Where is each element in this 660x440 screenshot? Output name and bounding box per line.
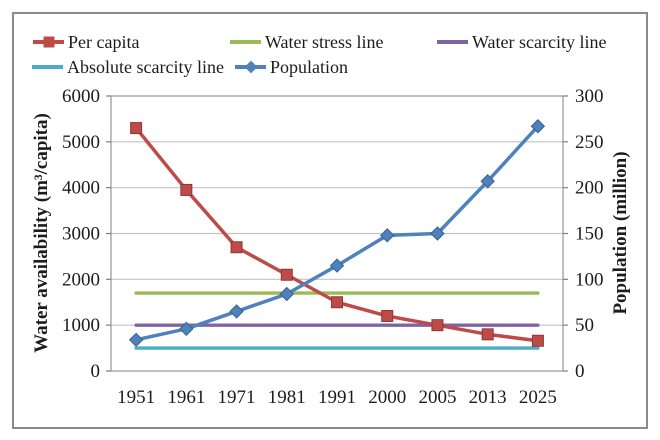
per-capita-marker [531, 334, 544, 347]
y-right-tick-label: 300 [575, 86, 604, 107]
legend-label: Absolute scarcity line [67, 57, 224, 77]
x-tick-label: 2013 [469, 387, 507, 408]
population-marker [530, 119, 546, 134]
y-right-tick-label: 250 [575, 132, 604, 153]
legend-label: Per capita [68, 32, 140, 52]
x-tick-label: 2005 [418, 387, 456, 408]
legend-label: Water scarcity line [472, 32, 607, 52]
population-marker [229, 304, 244, 319]
x-tick-label: 2025 [519, 387, 557, 408]
absolute-scarcity-line-swatch [32, 65, 63, 69]
y-right-tick-label: 100 [575, 269, 604, 290]
per-capita-marker [180, 183, 193, 196]
legend-item-water-stress-line: Water stress line [230, 33, 384, 51]
per-capita-marker [280, 268, 293, 281]
x-tick-label: 1971 [218, 387, 256, 408]
y-left-tick-label: 6000 [62, 86, 100, 107]
per-capita-marker [130, 122, 143, 135]
population-marker [480, 174, 495, 189]
legend-item-water-scarcity-line: Water scarcity line [437, 33, 606, 51]
x-tick-label: 1951 [117, 387, 155, 408]
population-marker [179, 321, 194, 337]
y-left-tick-label: 0 [91, 361, 101, 382]
per-capita-marker [431, 319, 444, 332]
legend-item-population: Population [235, 58, 348, 76]
x-tick-label: 2000 [368, 387, 406, 408]
legend-item-absolute-scarcity-line: Absolute scarcity line [32, 58, 224, 76]
per-capita-marker [381, 310, 394, 322]
population-marker [279, 286, 294, 302]
water-scarcity-line-swatch [437, 40, 468, 44]
per-capita-marker [230, 241, 243, 254]
y-right-tick-label: 200 [575, 178, 604, 199]
legend-label: Water stress line [265, 32, 384, 52]
y-right-tick-label: 150 [575, 224, 604, 245]
y-left-tick-label: 5000 [62, 132, 100, 153]
y-right-tick-label: 0 [575, 361, 585, 382]
population-line-swatch [235, 60, 266, 74]
y-left-tick-label: 4000 [62, 178, 100, 199]
square-marker-icon [43, 36, 54, 48]
x-tick-label: 1991 [318, 387, 356, 408]
per-capita-series-line [134, 126, 540, 343]
population-marker [329, 258, 345, 273]
per-capita-marker [331, 296, 343, 309]
x-tick-label: 1961 [167, 387, 205, 408]
population-marker [430, 226, 445, 241]
population-marker [380, 228, 395, 243]
y-left-tick-label: 1000 [62, 315, 100, 336]
y-left-tick-label: 3000 [62, 224, 100, 245]
per-capita-marker [481, 328, 494, 341]
population-marker [128, 332, 144, 348]
per-capita-line-swatch [33, 36, 64, 48]
legend-item-per-capita: Per capita [33, 33, 139, 51]
x-tick-label: 1981 [268, 387, 306, 408]
y-left-tick-label: 2000 [62, 269, 100, 290]
water-stress-line-swatch [230, 40, 261, 44]
legend-label: Population [270, 57, 349, 77]
figure-border [12, 12, 648, 429]
y-right-tick-label: 50 [575, 315, 594, 336]
